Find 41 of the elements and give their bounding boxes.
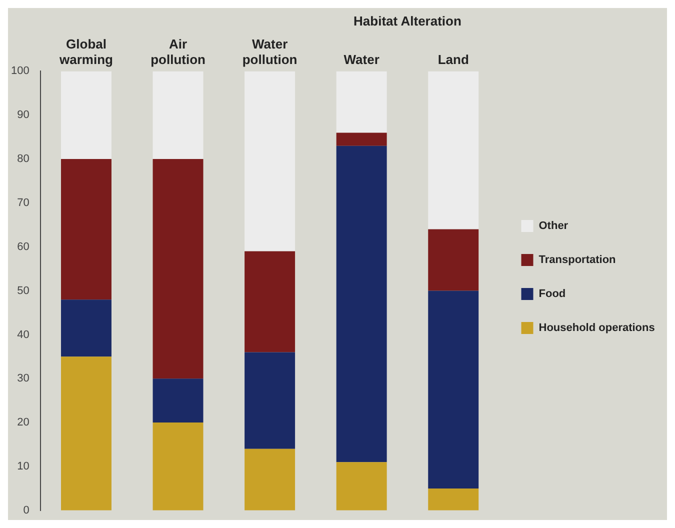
legend-label: Food — [538, 288, 566, 300]
bar — [152, 71, 204, 160]
y-tick-label: 40 — [17, 328, 30, 341]
y-tick-label: 30 — [17, 372, 30, 385]
y-tick-label: 100 — [10, 65, 30, 78]
y-tick-label: 90 — [17, 109, 30, 122]
bar — [61, 300, 112, 357]
x-tick-label: Water pollution — [242, 36, 298, 67]
bar — [336, 132, 387, 146]
bar — [152, 378, 204, 423]
bar — [428, 71, 479, 230]
y-tick-label: 70 — [17, 196, 30, 209]
legend-label: Household operations — [538, 322, 655, 334]
bar — [244, 448, 296, 510]
y-tick-label: 60 — [17, 240, 30, 253]
x-tick-label: Air pollution — [150, 36, 206, 67]
bar — [61, 356, 112, 510]
bar — [152, 159, 204, 379]
y-tick-label: 80 — [17, 153, 30, 166]
y-tick-label: 10 — [17, 460, 30, 473]
text: Habitat Alteration — [354, 14, 462, 29]
bar — [244, 352, 296, 449]
bar — [428, 290, 479, 488]
bar — [336, 146, 387, 462]
y-tick-label: 0 — [23, 504, 30, 516]
bar — [336, 71, 387, 133]
legend-label: Other — [538, 220, 569, 232]
x-tick-label: Water — [344, 52, 380, 67]
bar — [336, 462, 387, 510]
bar — [61, 71, 112, 160]
y-tick-label: 50 — [17, 284, 30, 297]
bar — [244, 251, 296, 352]
y-tick-label: 20 — [17, 416, 30, 429]
bar — [61, 159, 112, 300]
x-tick-label: Global warming — [58, 36, 114, 67]
bar — [428, 229, 479, 291]
bar — [244, 71, 296, 252]
x-tick-label: Land — [438, 52, 469, 67]
bar — [428, 488, 479, 510]
bar — [152, 422, 204, 510]
legend-label: Transportation — [538, 254, 616, 266]
